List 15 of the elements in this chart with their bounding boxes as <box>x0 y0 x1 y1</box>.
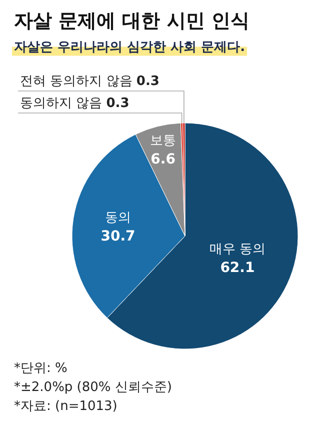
data-label: 30.7 <box>100 228 136 245</box>
text: *단위: % <box>14 361 68 376</box>
slice-label: 전혀 동의하지 않음 <box>20 74 136 89</box>
text: *±2.0%p (80% 신뢰수준) <box>14 380 172 395</box>
text: *자료: (n=1013) <box>14 399 118 414</box>
data-label: 6.6 <box>150 151 176 168</box>
data-label: 0.3 <box>136 74 160 89</box>
slice-label: 매우 동의 <box>209 242 266 257</box>
slice-label: 동의 <box>105 210 131 226</box>
chart-title: 자살 문제에 대한 시민 인식 <box>14 10 250 32</box>
data-label: 0.3 <box>106 96 130 111</box>
data-label: 62.1 <box>220 260 255 276</box>
slice-label: 보통 <box>150 133 176 148</box>
chart-subtitle: 자살은 우리나라의 심각한 사회 문제다. <box>14 40 246 55</box>
slice-label: 동의하지 않음 <box>20 96 106 111</box>
